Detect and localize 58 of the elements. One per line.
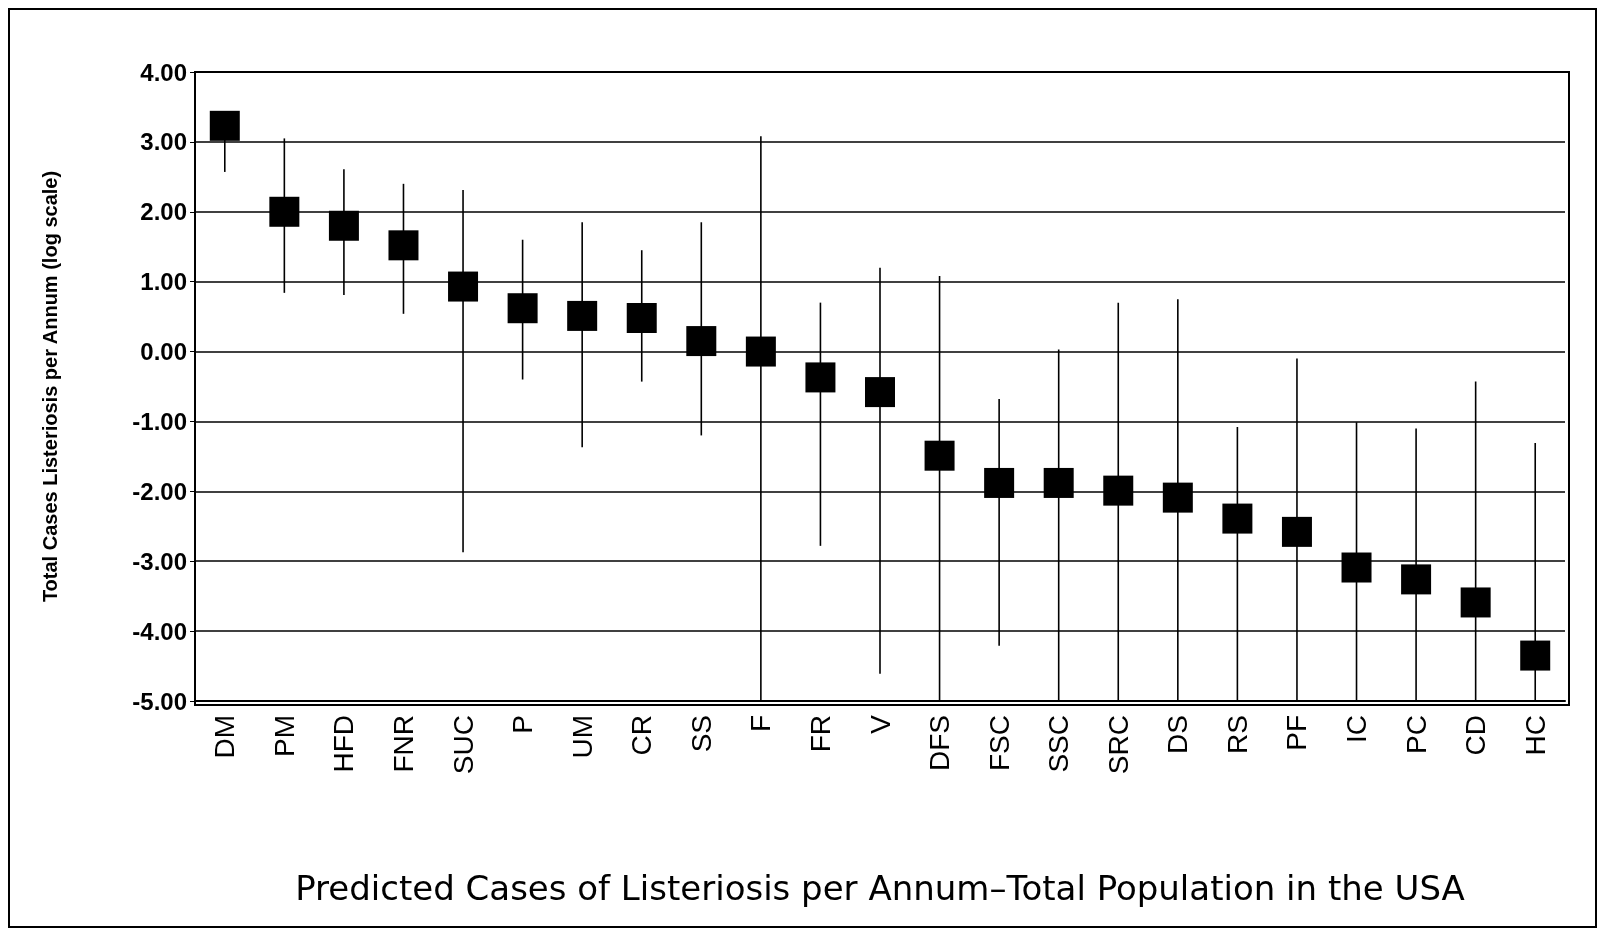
x-tick-label: SSC <box>1043 715 1075 773</box>
point <box>805 362 836 393</box>
point <box>626 303 657 334</box>
x-tick-label: HC <box>1519 715 1551 756</box>
y-tick-label: -3.00 <box>132 547 187 575</box>
point <box>1162 482 1193 513</box>
point <box>1401 564 1432 595</box>
point <box>686 326 717 357</box>
point <box>448 271 479 302</box>
x-tick-label: CR <box>626 715 658 756</box>
x-tick-label: UM <box>566 715 598 759</box>
y-tick-label: -4.00 <box>132 617 187 645</box>
point <box>865 377 895 408</box>
point <box>745 336 776 367</box>
y-tick-label: -5.00 <box>132 687 187 715</box>
x-tick-label: DFS <box>924 715 956 771</box>
point <box>984 467 1015 498</box>
y-tick-label: 1.00 <box>140 268 187 296</box>
x-tick-label: PF <box>1281 715 1313 751</box>
point <box>507 293 538 324</box>
y-tick-label: 2.00 <box>140 198 187 226</box>
x-tick-label: RS <box>1221 715 1253 754</box>
point <box>924 440 955 471</box>
point <box>328 210 359 241</box>
y-tick-label: -2.00 <box>132 477 187 505</box>
x-tick-label: F <box>745 715 777 733</box>
x-tick-label: PM <box>268 715 300 757</box>
x-tick-label: HFD <box>328 715 360 773</box>
point <box>388 230 419 261</box>
x-tick-label: IC <box>1341 715 1373 743</box>
y-tick-label: -1.00 <box>132 407 187 435</box>
x-tick-label: P <box>507 715 539 734</box>
point <box>269 196 300 227</box>
x-tick-label: FNR <box>387 715 419 773</box>
x-tick-label: SUC <box>447 715 479 775</box>
x-tick-label: FSC <box>983 715 1015 771</box>
point <box>1222 503 1253 534</box>
x-axis-title: Predicted Cases of Listeriosis per Annum–Total Population in the USA <box>295 868 1465 908</box>
y-tick-label: 4.00 <box>140 58 187 86</box>
point <box>1341 552 1372 583</box>
x-tick-label: DM <box>209 715 241 759</box>
point <box>1103 475 1134 506</box>
point <box>1520 640 1551 671</box>
point <box>1460 587 1491 618</box>
point <box>567 300 598 331</box>
x-tick-label: DS <box>1162 715 1194 754</box>
y-tick-label: 3.00 <box>140 128 187 156</box>
x-tick-label: SRC <box>1102 715 1134 775</box>
x-tick-label: V <box>864 714 896 734</box>
y-axis-title: Total Cases Listeriosis per Annum (log scale) <box>39 170 61 603</box>
point <box>1281 516 1312 547</box>
y-tick-label: 0.00 <box>140 338 187 366</box>
point <box>209 110 240 141</box>
x-tick-label: SS <box>685 715 717 753</box>
x-tick-label: PC <box>1400 715 1432 754</box>
point <box>1043 467 1074 498</box>
x-tick-label: FR <box>804 715 836 753</box>
x-tick-label: CD <box>1460 715 1492 756</box>
